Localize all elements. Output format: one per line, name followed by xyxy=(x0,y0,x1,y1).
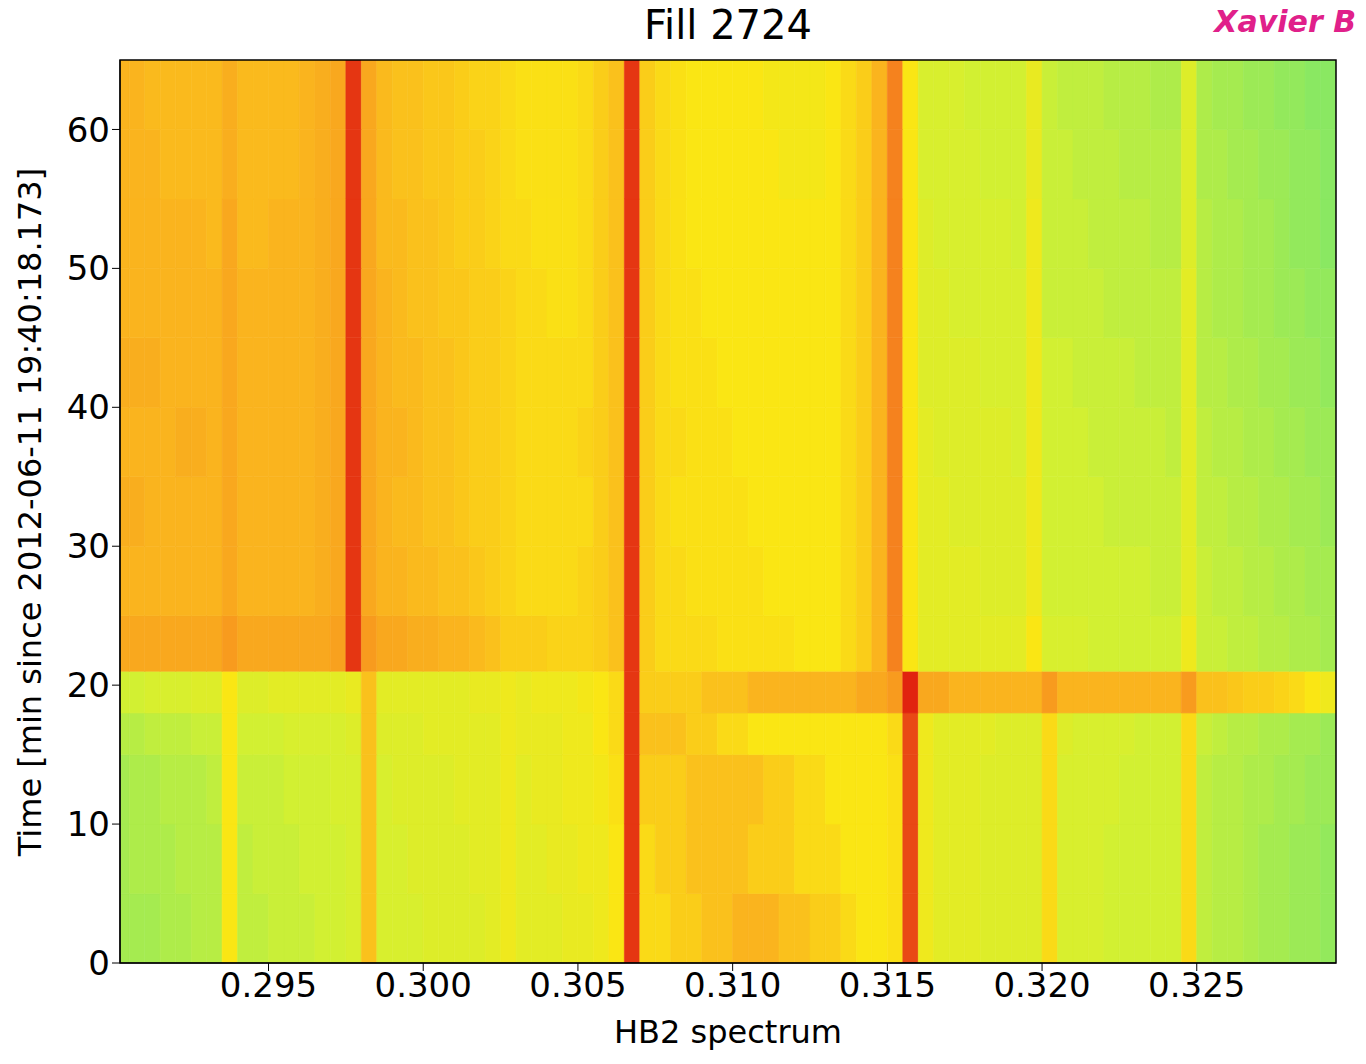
svg-text:0.295: 0.295 xyxy=(220,965,317,1005)
html-text:Xavier B: Xavier B xyxy=(1214,4,1356,39)
svg-text:60: 60 xyxy=(67,110,110,150)
svg-text:50: 50 xyxy=(67,248,110,288)
svg-text:0.310: 0.310 xyxy=(684,965,781,1005)
svg-text:0.315: 0.315 xyxy=(839,965,936,1005)
svg-text:0.305: 0.305 xyxy=(529,965,626,1005)
svg-text:0.300: 0.300 xyxy=(375,965,472,1005)
html-text:Time [min since 2012-06-11 19:: Time [min since 2012-06-11 19:40:18.173] xyxy=(11,167,49,856)
html-text:Fill 2724: Fill 2724 xyxy=(644,2,812,48)
svg-text:10: 10 xyxy=(67,804,110,844)
svg-text:20: 20 xyxy=(67,665,110,705)
svg-text:0.320: 0.320 xyxy=(993,965,1090,1005)
svg-text:0.325: 0.325 xyxy=(1148,965,1245,1005)
svg-text:0: 0 xyxy=(88,943,110,983)
html-text:HB2 spectrum: HB2 spectrum xyxy=(614,1013,842,1051)
svg-text:30: 30 xyxy=(67,526,110,566)
svg-text:40: 40 xyxy=(67,387,110,427)
